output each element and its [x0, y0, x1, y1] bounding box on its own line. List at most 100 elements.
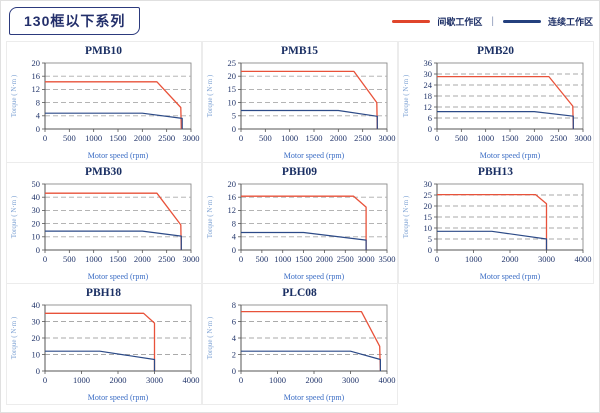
svg-text:12: 12	[227, 205, 236, 215]
intermittent-legend-label: 间歇工作区	[437, 16, 483, 27]
chart-cell-pmb20: PMB20 0 6 12 18 24 30 36 0 500 1000 1500 2000 2500 30…	[397, 40, 594, 163]
svg-text:15: 15	[227, 84, 236, 94]
svg-text:2: 2	[231, 349, 235, 359]
svg-text:5: 5	[231, 110, 235, 120]
svg-text:2500: 2500	[354, 133, 371, 143]
svg-text:3000: 3000	[357, 254, 374, 264]
svg-text:6: 6	[427, 112, 431, 122]
svg-text:2000: 2000	[109, 375, 126, 385]
chart-cell-pmb10: PMB10 0 4 8 12 16 20 0 500 1000 1500 2000 2500 3000 M…	[5, 40, 202, 163]
svg-text:0: 0	[231, 244, 235, 254]
svg-text:16: 16	[31, 71, 40, 81]
svg-text:0: 0	[238, 254, 242, 264]
x-axis-label: Motor speed (rpm)	[283, 151, 344, 160]
x-axis-label: Motor speed (rpm)	[87, 393, 148, 402]
x-axis-label: Motor speed (rpm)	[479, 272, 540, 281]
svg-text:15: 15	[423, 211, 432, 221]
chart-title: PBH18	[85, 286, 122, 299]
svg-text:3000: 3000	[574, 133, 591, 143]
svg-text:4: 4	[231, 332, 236, 342]
svg-text:16: 16	[227, 192, 236, 202]
svg-text:24: 24	[423, 79, 432, 89]
svg-text:4000: 4000	[574, 254, 591, 264]
y-axis-label: Torque ( N·m )	[206, 316, 214, 359]
svg-text:1500: 1500	[305, 133, 322, 143]
torque-speed-plot: 0 5 10 15 20 25 30 0 1000 2000 3000 4000 Motor speed…	[400, 178, 592, 282]
svg-text:4: 4	[231, 231, 236, 241]
svg-text:0: 0	[427, 244, 431, 254]
y-axis-label: Torque ( N·m )	[402, 74, 410, 117]
svg-text:1000: 1000	[465, 254, 482, 264]
svg-text:36: 36	[423, 58, 432, 68]
svg-text:30: 30	[31, 205, 40, 215]
chart-title: PBH09	[281, 165, 318, 178]
svg-text:2000: 2000	[315, 254, 332, 264]
svg-text:0: 0	[35, 244, 39, 254]
continuous-line-swatch	[502, 19, 541, 23]
continuous-legend-label: 连续工作区	[547, 16, 593, 27]
svg-text:0: 0	[434, 254, 438, 264]
svg-text:500: 500	[62, 254, 75, 264]
svg-text:10: 10	[31, 231, 40, 241]
svg-text:50: 50	[31, 179, 40, 189]
chart-cell-pmb15: PMB15 0 5 10 15 20 25 0 500 1000 1500 2000 2500 3000…	[201, 40, 398, 163]
y-axis-label: Torque ( N·m )	[206, 74, 214, 117]
chart-cell-pbh13: PBH13 0 5 10 15 20 25 30 0 1000 2000 3000 4000 Motor…	[397, 161, 594, 284]
chart-cell-pbh09: PBH09 0 4 8 12 16 20 0 500 1000 1500 2000 2500 3000 3…	[201, 161, 398, 284]
svg-text:0: 0	[42, 254, 46, 264]
svg-text:2000: 2000	[525, 133, 542, 143]
page-header: 130框以下系列 间歇工作区 | 连续工作区	[1, 1, 599, 39]
svg-text:20: 20	[31, 58, 40, 68]
x-axis-label: Motor speed (rpm)	[87, 272, 148, 281]
svg-text:0: 0	[427, 123, 431, 133]
torque-speed-plot: 0 6 12 18 24 30 36 0 500 1000 1500 2000 2500 3000 Moto…	[400, 57, 592, 161]
chart-title: PMB20	[476, 44, 515, 57]
svg-text:20: 20	[227, 179, 236, 189]
chart-title: PBH13	[477, 165, 514, 178]
svg-text:2000: 2000	[133, 254, 150, 264]
svg-text:1000: 1000	[73, 375, 90, 385]
torque-speed-plot: 0 4 8 12 16 20 0 500 1000 1500 2000 2500 3000 3500 Mot…	[204, 178, 396, 282]
svg-text:2000: 2000	[133, 133, 150, 143]
svg-text:25: 25	[423, 189, 432, 199]
svg-text:2000: 2000	[501, 254, 518, 264]
svg-text:2000: 2000	[329, 133, 346, 143]
svg-text:8: 8	[231, 218, 235, 228]
svg-text:0: 0	[238, 133, 242, 143]
legend-separator: |	[491, 15, 494, 27]
y-axis-label: Torque ( N·m )	[206, 195, 214, 238]
svg-text:0: 0	[434, 133, 438, 143]
svg-text:0: 0	[35, 365, 39, 375]
svg-text:4000: 4000	[378, 375, 395, 385]
svg-text:8: 8	[231, 300, 235, 310]
svg-text:10: 10	[227, 97, 236, 107]
svg-text:1000: 1000	[269, 375, 286, 385]
svg-text:20: 20	[227, 71, 236, 81]
chart-title: PMB10	[84, 44, 123, 57]
chart-title: PMB30	[84, 165, 123, 178]
svg-text:2500: 2500	[336, 254, 353, 264]
svg-text:20: 20	[31, 332, 40, 342]
svg-text:40: 40	[31, 192, 40, 202]
svg-text:4: 4	[35, 110, 40, 120]
svg-text:25: 25	[227, 58, 236, 68]
chart-cell-pbh18: PBH18 0 10 20 30 40 0 1000 2000 3000 4000 Motor sp…	[5, 282, 202, 405]
svg-text:1000: 1000	[85, 133, 102, 143]
svg-text:20: 20	[31, 218, 40, 228]
chart-cell-plc08: PLC08 0 2 4 6 8 0 1000 2000 3000 4000 Motor speed …	[201, 282, 398, 405]
x-axis-label: Motor speed (rpm)	[283, 393, 344, 402]
torque-speed-plot: 0 10 20 30 40 0 1000 2000 3000 4000 Motor speed (r…	[8, 299, 200, 403]
svg-text:30: 30	[31, 316, 40, 326]
svg-text:12: 12	[31, 84, 40, 94]
svg-text:1500: 1500	[295, 254, 312, 264]
svg-text:1000: 1000	[477, 133, 494, 143]
svg-text:2500: 2500	[158, 133, 175, 143]
svg-text:0: 0	[35, 123, 39, 133]
svg-text:2500: 2500	[158, 254, 175, 264]
svg-text:0: 0	[42, 133, 46, 143]
svg-text:500: 500	[258, 133, 271, 143]
legend: 间歇工作区 | 连续工作区	[392, 15, 593, 28]
svg-text:3000: 3000	[182, 254, 199, 264]
x-axis-label: Motor speed (rpm)	[87, 151, 148, 160]
svg-text:30: 30	[423, 179, 432, 189]
